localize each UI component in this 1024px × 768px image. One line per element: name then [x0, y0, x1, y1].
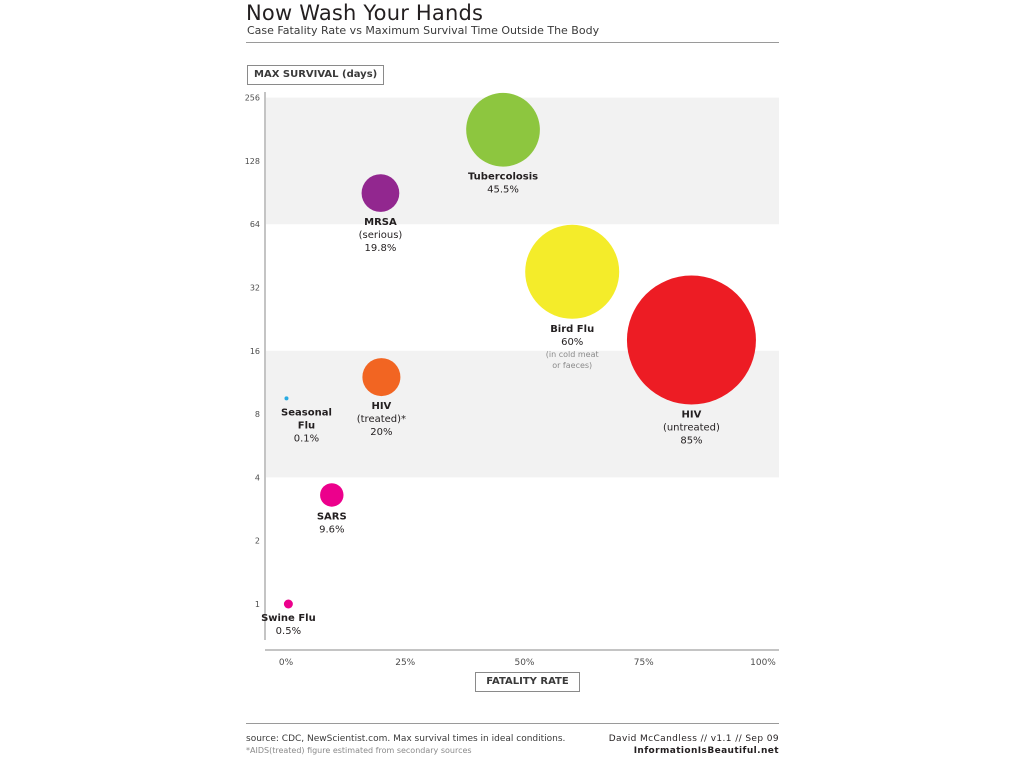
- x-tick-label: 50%: [514, 658, 534, 668]
- bubble-hiv-untreated[interactable]: [626, 275, 756, 405]
- bubble-value-label: 0.1%: [294, 433, 319, 444]
- bubble-name-label: Seasonal: [281, 407, 332, 418]
- bubble-seasonal-flu[interactable]: [284, 396, 289, 401]
- bubble-name-label: SARS: [317, 512, 347, 523]
- bubble-swine-flu[interactable]: [283, 599, 293, 609]
- bubble-mrsa-serious[interactable]: [361, 174, 400, 212]
- chart-title: Now Wash Your Hands: [246, 1, 484, 25]
- bubble-value-label: 20%: [370, 427, 392, 438]
- bubble-tubercolosis[interactable]: [466, 92, 540, 167]
- bubble-sars[interactable]: [320, 483, 344, 507]
- footer-divider: [246, 723, 779, 724]
- y-tick-label: 128: [245, 157, 260, 166]
- x-tick-label: 25%: [395, 658, 415, 668]
- y-tick-label: 256: [245, 94, 260, 103]
- x-tick-label: 75%: [634, 658, 654, 668]
- bubble-name-label: HIV: [371, 401, 391, 412]
- y-tick-label: 2: [255, 537, 260, 546]
- bubble-layer: [283, 92, 756, 609]
- bubble-labels: Tubercolosis 45.5% MRSA (serious) 19.8% Bird …: [261, 172, 720, 637]
- bubble-note-label: or faeces): [552, 361, 592, 370]
- bubble-bird-flu[interactable]: [525, 224, 620, 319]
- y-tick-label: 16: [250, 347, 260, 356]
- bubble-sub-label: (untreated): [663, 423, 720, 434]
- bubble-value-label: 45.5%: [487, 185, 519, 196]
- bubble-name-label: Bird Flu: [550, 324, 594, 335]
- bubble-name-label: Tubercolosis: [468, 172, 538, 183]
- bubble-note-label: (in cold meat: [546, 350, 599, 359]
- x-axis: 0% 25% 50% 75% 100%: [265, 649, 779, 668]
- y-tick-label: 4: [255, 473, 260, 482]
- bubble-name-label: HIV: [682, 410, 702, 421]
- bubble-sub-label: (treated)*: [357, 414, 406, 425]
- footer-site: InformationIsBeautiful.net: [633, 746, 779, 756]
- y-axis-label: MAX SURVIVAL (days): [247, 65, 385, 85]
- bubble-name-label: MRSA: [364, 217, 397, 228]
- bubble-value-label: 9.6%: [319, 525, 344, 536]
- x-tick-label: 100%: [750, 658, 776, 668]
- footer-note: *AIDS(treated) figure estimated from sec…: [246, 746, 472, 755]
- bubble-name-label: Swine Flu: [261, 613, 316, 624]
- bubble-value-label: 0.5%: [276, 626, 301, 637]
- y-tick-label: 1: [255, 600, 260, 609]
- y-tick-label: 8: [255, 410, 260, 419]
- bubble-value-label: 85%: [680, 436, 702, 447]
- x-tick-label: 0%: [279, 658, 294, 668]
- bubble-sub-label: Flu: [298, 420, 315, 431]
- header-divider: [246, 42, 779, 43]
- footer-author: David McCandless // v1.1 // Sep 09: [608, 734, 779, 744]
- bubble-value-label: 19.8%: [365, 243, 397, 254]
- y-axis: 1 2 4 8 16 32 64 128 256: [245, 92, 266, 640]
- x-axis-label: FATALITY RATE: [475, 672, 580, 692]
- bubble-hiv-treated[interactable]: [362, 358, 401, 397]
- bubble-sub-label: (serious): [359, 230, 403, 241]
- chart-subtitle: Case Fatality Rate vs Maximum Survival T…: [247, 24, 600, 37]
- footer-source: source: CDC, NewScientist.com. Max survi…: [246, 734, 566, 744]
- y-tick-label: 64: [250, 220, 260, 229]
- y-tick-label: 32: [250, 284, 260, 293]
- bubble-value-label: 60%: [561, 337, 583, 348]
